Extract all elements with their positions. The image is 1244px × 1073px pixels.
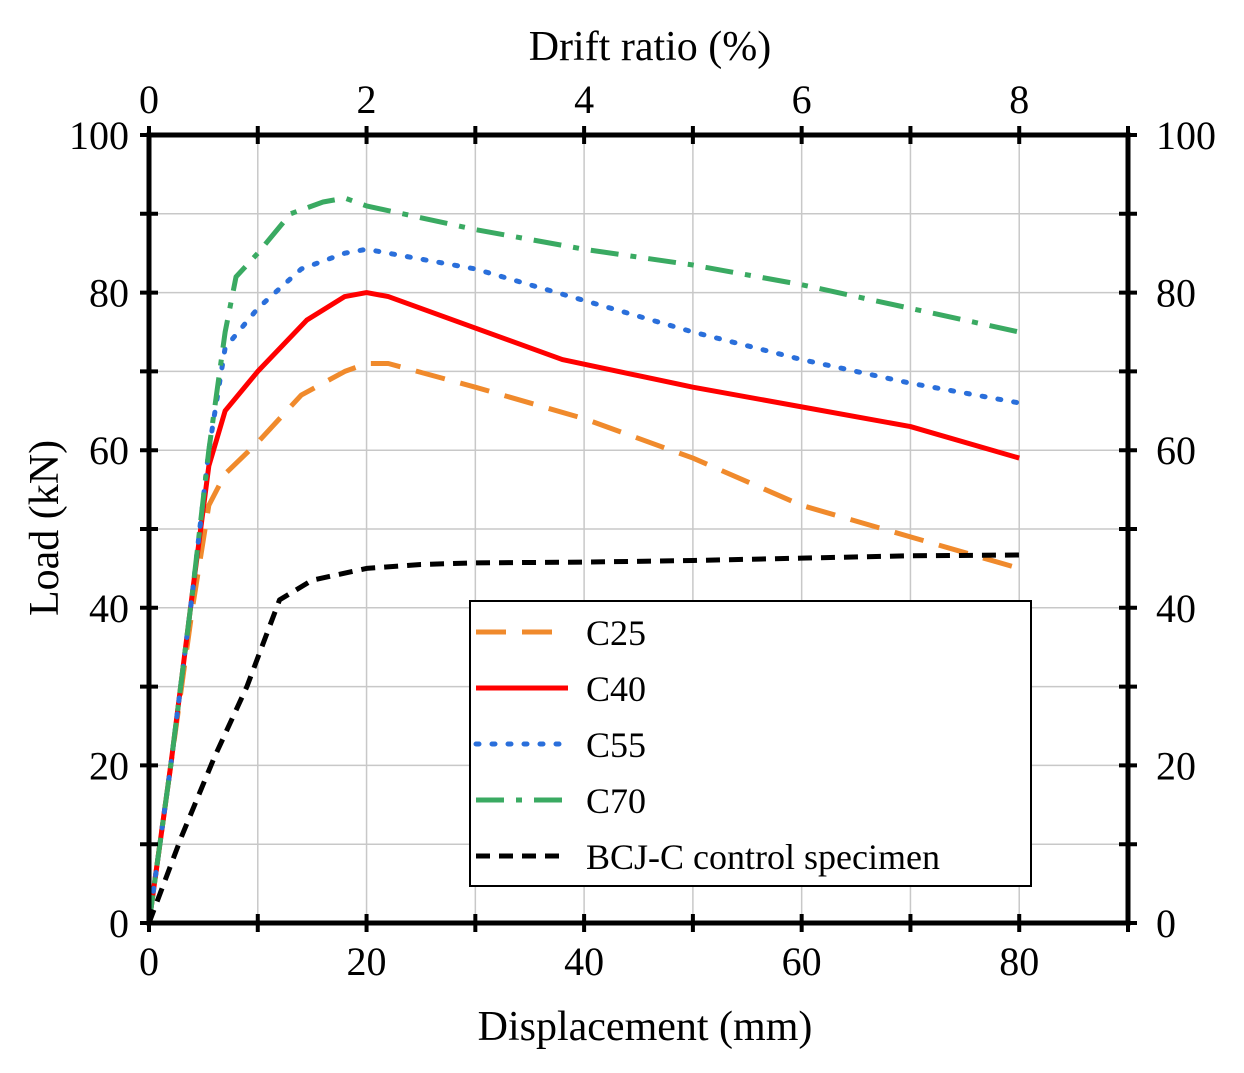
legend-box — [469, 600, 1032, 887]
y-left-tick-label: 40 — [89, 586, 129, 631]
x-axis-title: Displacement (mm) — [478, 1004, 813, 1050]
x-tick-label: 60 — [782, 939, 822, 984]
legend-label: C40 — [586, 669, 646, 709]
x2-axis-title: Drift ratio (%) — [529, 24, 772, 70]
series-line-c70 — [146, 195, 1020, 924]
x2-tick-label: 2 — [357, 77, 377, 122]
y-axis-title: Load (kN) — [22, 440, 68, 616]
x-tick-label: 80 — [999, 939, 1039, 984]
series-line-c25 — [146, 361, 1020, 924]
x2-tick-label: 0 — [139, 77, 159, 122]
y-left-tick-label: 60 — [89, 428, 129, 473]
legend-label: BCJ-C control specimen — [586, 837, 940, 877]
ticks-layer — [140, 126, 1137, 932]
y-left-tick-label: 20 — [89, 743, 129, 788]
legend-label: C70 — [586, 781, 646, 821]
x-tick-label: 0 — [139, 939, 159, 984]
x2-tick-label: 4 — [574, 77, 594, 122]
y-right-tick-label: 100 — [1156, 113, 1216, 158]
grid-layer — [149, 135, 1128, 923]
y-left-tick-label: 100 — [69, 113, 129, 158]
series-line-bcj-c-control-specimen — [146, 552, 1020, 924]
y-right-tick-label: 60 — [1156, 428, 1196, 473]
legend-label: C25 — [586, 613, 646, 653]
series-layer — [146, 195, 1022, 926]
x-tick-label: 40 — [564, 939, 604, 984]
series-line-c55 — [146, 246, 1022, 926]
x-tick-label: 20 — [347, 939, 387, 984]
legend: C25 C40 C55 C70 BCJ-C control specimen — [469, 600, 1032, 887]
x2-tick-label: 6 — [792, 77, 812, 122]
series-line-c40 — [146, 290, 1020, 924]
y-right-tick-label: 0 — [1156, 901, 1176, 946]
legend-label: C55 — [586, 725, 646, 765]
y-left-tick-label: 80 — [89, 271, 129, 316]
x2-tick-label: 8 — [1009, 77, 1029, 122]
y-left-tick-label: 0 — [109, 901, 129, 946]
y-right-tick-label: 40 — [1156, 586, 1196, 631]
y-right-tick-label: 80 — [1156, 271, 1196, 316]
y-right-tick-label: 20 — [1156, 743, 1196, 788]
